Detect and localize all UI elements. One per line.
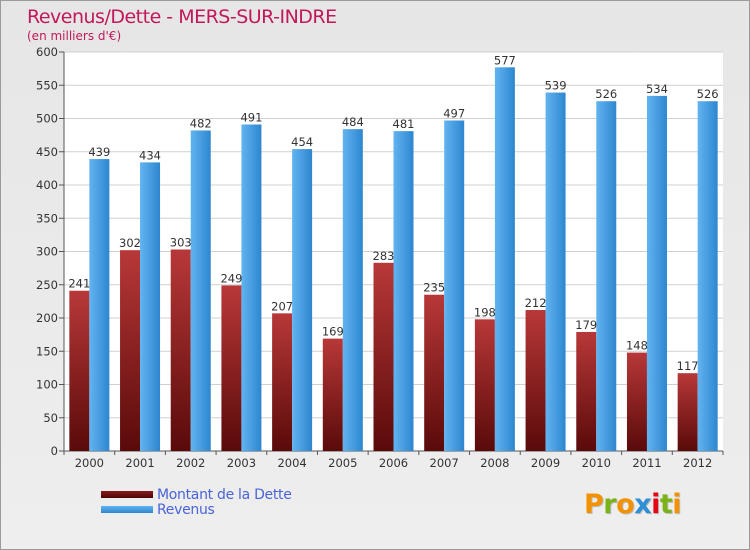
proxiti-logo: Proxiti [584, 489, 682, 520]
y-tick-label: 0 [51, 444, 58, 458]
y-tick-label: 600 [36, 45, 58, 59]
legend-label-revenue: Revenus [157, 502, 215, 518]
revenue-bar [190, 130, 211, 451]
debt-bar [424, 294, 445, 451]
legend-label-debt: Montant de la Dette [157, 487, 292, 503]
y-tick-label: 100 [36, 378, 58, 392]
revenue-bar [444, 120, 465, 452]
revenue-value-label: 484 [342, 115, 364, 129]
x-tick-label: 2000 [75, 456, 104, 470]
x-tick-label: 2003 [227, 456, 256, 470]
revenue-value-label: 482 [190, 116, 212, 130]
logo-letter: o [616, 489, 635, 520]
revenue-bar [393, 131, 414, 451]
revenue-value-label: 439 [88, 145, 110, 159]
revenue-bar [646, 95, 667, 451]
revenue-bar [292, 149, 313, 451]
debt-value-label: 148 [626, 339, 648, 353]
y-tick-label: 400 [36, 178, 58, 192]
debt-value-label: 249 [220, 271, 242, 285]
y-tick-label: 350 [36, 211, 58, 225]
debt-value-label: 303 [170, 236, 192, 250]
revenue-value-label: 497 [443, 106, 465, 120]
logo-letter: P [584, 489, 604, 520]
debt-value-label: 235 [423, 281, 445, 295]
y-tick-label: 450 [36, 145, 58, 159]
debt-bar [221, 285, 242, 451]
debt-bar [272, 313, 293, 451]
x-tick-label: 2005 [328, 456, 357, 470]
debt-value-label: 207 [271, 299, 293, 313]
revenue-bar [494, 67, 515, 452]
debt-value-label: 241 [68, 277, 90, 291]
logo-letter: t [659, 489, 673, 520]
x-tick-label: 2001 [125, 456, 154, 470]
debt-bar [525, 310, 546, 451]
logo-letter: i [672, 489, 682, 520]
debt-bar [677, 373, 698, 451]
x-tick-label: 2007 [430, 456, 459, 470]
debt-bar [474, 319, 495, 451]
revenue-bar [342, 129, 363, 451]
legend-swatch-debt [101, 491, 153, 498]
x-tick-label: 2012 [683, 456, 712, 470]
revenue-value-label: 534 [646, 82, 668, 96]
revenue-value-label: 539 [545, 79, 567, 93]
chart-title: Revenus/Dette - MERS-SUR-INDRE [27, 6, 337, 28]
debt-bar [322, 338, 343, 451]
revenue-value-label: 526 [697, 87, 719, 101]
revenue-bar [545, 92, 566, 451]
x-tick-label: 2011 [632, 456, 661, 470]
x-tick-label: 2009 [531, 456, 560, 470]
data-labels: 241 439 302 434 303 482 249 491 207 454 169 484 283 4… [68, 53, 718, 373]
debt-bar [69, 290, 90, 451]
debt-value-label: 302 [119, 236, 141, 250]
debt-value-label: 212 [525, 296, 547, 310]
debt-bar [373, 262, 394, 451]
logo-letter: r [603, 489, 617, 520]
y-tick-label: 150 [36, 344, 58, 358]
debt-value-label: 283 [373, 249, 395, 263]
debt-bar [120, 250, 141, 451]
revenue-bar [89, 159, 110, 451]
revenue-bar [140, 162, 161, 451]
x-tick-label: 2010 [582, 456, 611, 470]
revenue-value-label: 577 [494, 53, 516, 67]
y-tick-label: 300 [36, 245, 58, 259]
revenue-value-label: 526 [595, 87, 617, 101]
y-tick-label: 550 [36, 78, 58, 92]
revenue-bar [596, 101, 617, 452]
y-tick-label: 50 [43, 411, 58, 425]
x-tick-label: 2004 [277, 456, 306, 470]
y-tick-label: 250 [36, 278, 58, 292]
legend-swatch-revenue [101, 506, 153, 513]
y-tick-label: 200 [36, 311, 58, 325]
debt-value-label: 198 [474, 305, 496, 319]
revenue-value-label: 491 [240, 110, 262, 124]
revenue-value-label: 481 [393, 117, 415, 131]
debt-bar [170, 249, 191, 451]
revenue-bar [697, 101, 718, 452]
revenue-value-label: 434 [139, 148, 161, 162]
axes: 0 50 100 150 200 250 300 350 400 450 500 550 600 2000… [36, 45, 724, 470]
bars [69, 67, 718, 452]
debt-value-label: 169 [322, 325, 344, 339]
debt-bar [576, 331, 597, 451]
logo-letter: i [651, 489, 660, 520]
debt-value-label: 117 [677, 359, 699, 373]
debt-value-label: 179 [575, 318, 597, 332]
y-tick-label: 500 [36, 112, 58, 126]
revenue-bar [241, 124, 262, 452]
chart-subtitle: (en milliers d'€) [27, 29, 122, 43]
revenue-value-label: 454 [291, 135, 313, 149]
x-tick-label: 2002 [176, 456, 205, 470]
debt-bar [626, 352, 647, 451]
x-tick-label: 2006 [379, 456, 408, 470]
x-tick-label: 2008 [480, 456, 509, 470]
logo-letter: x [634, 489, 652, 520]
